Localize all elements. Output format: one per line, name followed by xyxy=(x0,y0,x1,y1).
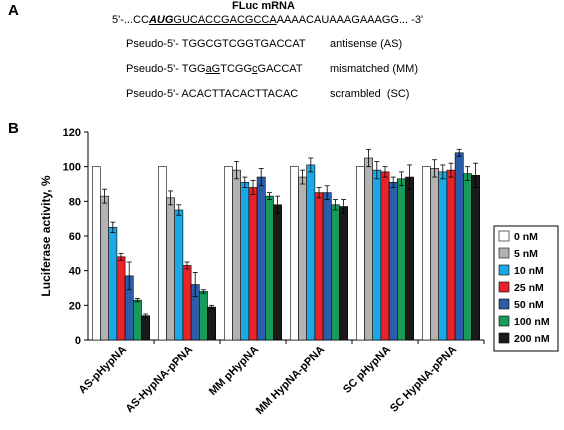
seq-part: c xyxy=(252,63,258,75)
bar xyxy=(380,171,390,341)
legend-swatch xyxy=(498,247,510,259)
bar xyxy=(289,166,299,341)
bar xyxy=(388,181,398,341)
bar xyxy=(446,169,456,341)
bar xyxy=(264,195,274,341)
legend-label: 5 nM xyxy=(514,248,538,260)
y-tick-label: 0 xyxy=(75,335,81,347)
probe-sc-label: scrambled (SC) xyxy=(330,88,410,100)
probe-as-seq: TGGCGTCGGTGACCAT xyxy=(182,38,306,50)
bar xyxy=(306,164,316,341)
seq-part: TGG xyxy=(181,63,206,75)
bar xyxy=(322,192,332,341)
legend-label: 0 nM xyxy=(514,231,538,243)
y-axis-label: Luciferase activity, % xyxy=(39,175,53,296)
bar xyxy=(339,206,348,341)
bar xyxy=(240,181,250,341)
panel-a-label: A xyxy=(8,2,19,19)
legend-swatch xyxy=(498,281,510,293)
bar xyxy=(166,197,175,341)
probe-mm-seq: TGGaGTCGGcGACCAT xyxy=(182,63,303,75)
bar xyxy=(471,175,480,341)
bar xyxy=(256,176,266,341)
bar xyxy=(273,204,282,341)
bar xyxy=(141,315,150,341)
bar xyxy=(372,169,382,341)
legend-swatch xyxy=(498,332,510,344)
legend-swatch xyxy=(498,264,510,276)
y-tick-label: 40 xyxy=(69,266,81,278)
plot-area: 0 20 40 60 80 100 120 Luciferase activity, % AS-… xyxy=(39,127,485,417)
bar xyxy=(364,157,373,341)
legend-label: 100 nM xyxy=(514,316,550,328)
y-tick-label: 80 xyxy=(69,196,81,208)
legend-label: 200 nM xyxy=(514,333,550,345)
bar xyxy=(158,166,167,341)
bar xyxy=(92,166,101,341)
mrna-start-codon: AUG xyxy=(148,14,174,26)
bar xyxy=(438,171,448,341)
category-label: AS-HypNA-pPNA xyxy=(124,344,196,416)
bar xyxy=(232,169,241,341)
bar xyxy=(199,291,208,341)
mrna-sequence: 5'-...CCAUGGUCACCGACGCCAAAAACAUAAAGAAAGG… xyxy=(112,14,423,26)
bar xyxy=(224,166,233,341)
probe-as-prefix: Pseudo-5'- xyxy=(126,38,182,50)
seq-part: GACCAT xyxy=(257,63,303,75)
bar xyxy=(182,265,192,341)
bar xyxy=(108,227,118,341)
seq-part: TCGG xyxy=(220,63,253,75)
probe-sc-sequence: Pseudo-5'- ACACTTACACTTACAC xyxy=(126,88,298,100)
seq-part: aG xyxy=(205,63,221,75)
legend-swatch xyxy=(498,230,510,242)
mrna-suffix: AAAACAUAAAGAAAGG... -3' xyxy=(276,14,424,26)
bar xyxy=(454,152,464,341)
legend-swatch xyxy=(498,298,510,310)
legend-label: 50 nM xyxy=(514,299,544,311)
y-tick-label: 60 xyxy=(69,231,81,243)
legend-label: 25 nM xyxy=(514,282,544,294)
category-label: MM pHypNA xyxy=(207,344,261,398)
probe-as-sequence: Pseudo-5'- TGGCGTCGGTGACCAT xyxy=(126,38,306,50)
bar xyxy=(405,176,414,341)
probe-sc-prefix: Pseudo-5'- xyxy=(126,88,182,100)
legend: 0 nM 5 nM 10 nM 25 nM 50 nM 100 nM 200 nM xyxy=(493,225,559,352)
bar xyxy=(298,176,307,341)
bar xyxy=(355,166,365,341)
mrna-title: FLuc mRNA xyxy=(232,0,295,12)
category-label: MM HypNA-pPNA xyxy=(254,344,327,417)
bar xyxy=(396,178,406,341)
mrna-prefix: 5'-...CC xyxy=(112,14,149,26)
y-tick-label: 100 xyxy=(63,162,81,174)
probe-sc-seq: ACACTTACACTTACAC xyxy=(181,88,298,100)
legend-swatch xyxy=(498,315,510,327)
bar xyxy=(421,166,431,341)
probe-as-label: antisense (AS) xyxy=(330,38,403,50)
bar xyxy=(116,256,126,341)
legend-label: 10 nM xyxy=(514,265,544,277)
y-tick-label: 120 xyxy=(63,127,81,139)
probe-mm-label: mismatched (MM) xyxy=(330,63,419,75)
category-label: AS-pHypNA xyxy=(77,344,130,397)
bar xyxy=(207,306,216,341)
bar xyxy=(462,173,472,341)
mrna-target: GUCACCGACGCCA xyxy=(173,14,277,26)
bar xyxy=(314,192,324,341)
bar xyxy=(133,299,142,341)
probe-mm-prefix: Pseudo-5'- xyxy=(126,63,182,75)
bar xyxy=(174,209,184,341)
category-label: SC pHypNA xyxy=(341,344,393,396)
bar xyxy=(100,195,109,341)
bar xyxy=(248,187,258,341)
panel-b-label: B xyxy=(8,120,19,137)
bar xyxy=(430,168,439,341)
y-tick-label: 20 xyxy=(69,300,81,312)
category-label: SC HypNA-pPNA xyxy=(388,344,459,415)
seq-part: ACACTTACACTTACAC xyxy=(181,88,299,100)
probe-mm-sequence: Pseudo-5'- TGGaGTCGGcGACCAT xyxy=(126,63,303,75)
bar xyxy=(330,204,340,341)
seq-part: TGGCGTCGGTGACCAT xyxy=(181,38,306,50)
